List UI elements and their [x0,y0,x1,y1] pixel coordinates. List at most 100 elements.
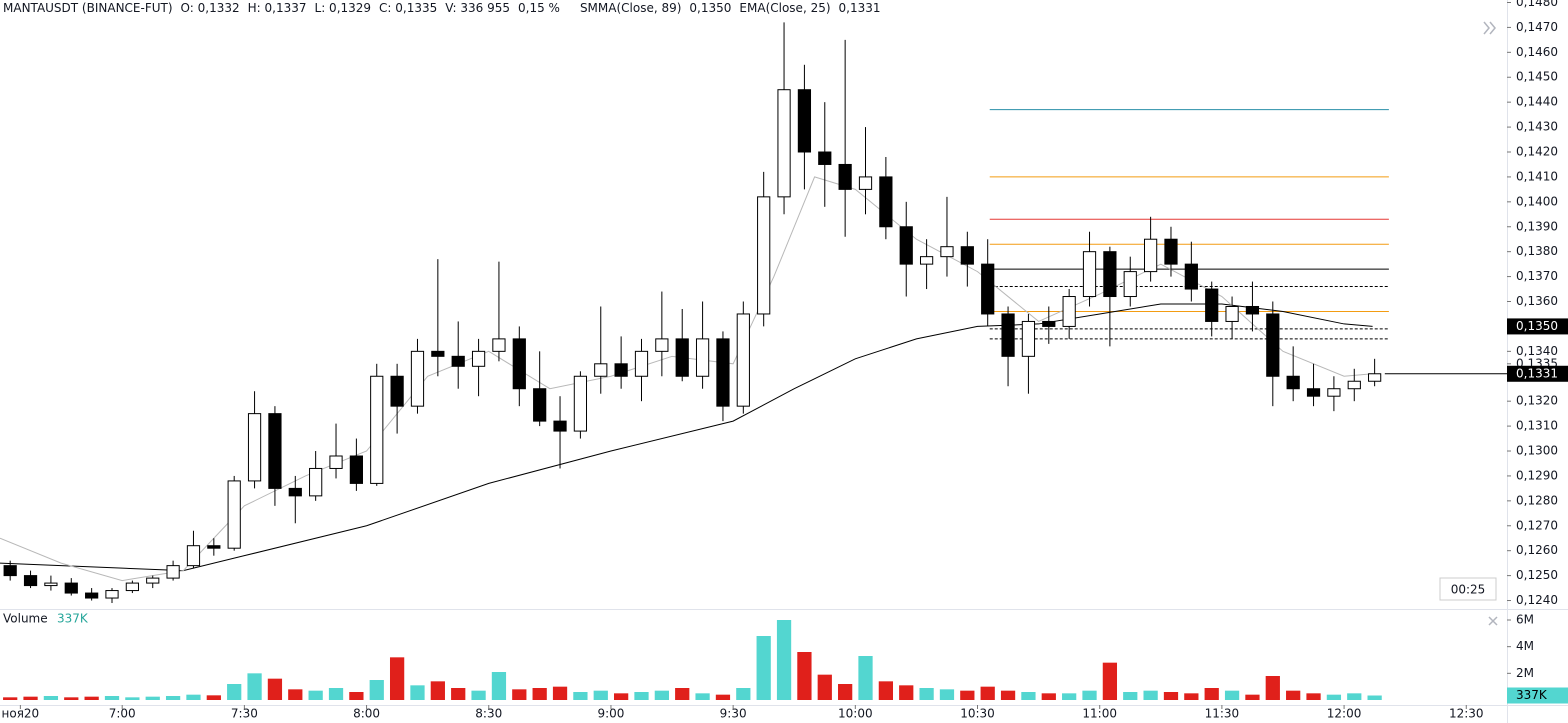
x-tick-label: ноя20 [2,707,40,721]
candle-body [85,592,99,599]
candle-body [1286,375,1300,390]
candle-body [736,313,750,407]
volume-bar [960,690,975,700]
y-tick-label: 0,1400 [1516,194,1558,208]
candle-body [3,565,17,577]
volume-bar [206,695,221,700]
volume-bar [573,692,588,700]
volume-bar [288,689,303,700]
candle-body [23,575,38,587]
candle-body [818,151,832,165]
volume-bar [919,688,934,700]
candle-body [553,420,567,432]
smma-price-label: 0,1350 [1516,319,1558,333]
volume-bar [1306,693,1321,700]
y-tick-label: 0,1340 [1516,344,1558,358]
y-tick-label: 0,1480 [1516,0,1558,9]
candle-body [390,375,404,407]
x-tick-label: 11:30 [1205,707,1240,721]
candle-body [919,256,934,265]
y-tick-label: 0,1390 [1516,219,1558,233]
y-tick-label: 0,1450 [1516,70,1558,84]
candle-body [166,565,180,579]
volume-bar [756,636,771,700]
x-tick-label: 7:30 [231,707,258,721]
volume-bar [878,681,893,700]
scroll-button[interactable] [1483,21,1496,35]
indicator-value: 0,1350 [689,1,732,15]
candle-body [1205,288,1219,322]
candle-body [247,413,262,482]
candle-body [634,350,649,377]
x-tick-label: 10:30 [960,707,995,721]
readout: V: 336 955 [445,1,510,15]
y-tick-label: 0,1250 [1516,568,1558,582]
x-tick-label: 12:00 [1327,707,1362,721]
y-tick-label: 0,1280 [1516,493,1558,507]
volume-bar [1204,688,1219,700]
indicator-name: SMMA(Close, 89) [579,1,682,15]
volume-bar [491,672,507,700]
volume-bar [23,696,38,700]
readout: C: 0,1335 [379,1,438,15]
x-tick-label: 8:00 [353,707,380,721]
volume-bar [1224,690,1240,700]
candle-body [838,163,852,190]
smma-price-label-box [1507,318,1568,335]
readout: O: 0,1332 [180,1,240,15]
volume-bar [451,688,466,700]
readout: H: 0,1337 [247,1,307,15]
volume-bar [1163,692,1179,700]
volume-bar [838,684,853,700]
candle-body [1082,251,1097,298]
last-price-label-box [1507,365,1568,382]
candle-body [1021,320,1036,357]
volume-bar [43,696,59,700]
candle-body [227,480,241,549]
candle-body [431,350,445,357]
volume-bar [736,688,751,700]
y-tick-label: 0,1470 [1516,20,1558,34]
volume-bar [776,620,792,700]
candle-body [1123,271,1137,298]
volume-bar [1000,690,1016,700]
volume-bar [1143,690,1158,700]
volume-bar [186,694,201,700]
candle-body [512,338,526,390]
candle-body [1164,238,1178,265]
volume-bar [614,693,629,700]
volume-bar [1082,690,1097,700]
volume-bar [634,692,649,700]
y-tick-label: 0,1360 [1516,294,1558,308]
volume-bar [410,685,425,700]
candle-body [675,338,689,377]
volume-tick-label: 4M [1516,639,1534,653]
candle-body [1144,238,1158,273]
candle-body [44,582,58,587]
candle-body [716,338,730,407]
candle-body [960,246,974,265]
last-price-label: 0,1331 [1516,366,1558,380]
candle-body [410,350,425,407]
symbol: MANTAUSDT (BINANCE-FUT) [3,1,173,15]
volume-bar [899,685,914,700]
y-tick-label: 0,1240 [1516,593,1558,607]
candle-body [125,582,139,592]
candle-body [573,375,588,432]
volume-bar [939,689,955,700]
candle-body [1327,388,1341,397]
candle-body [309,467,323,497]
candle-body [349,455,363,484]
candle-body [1184,263,1198,290]
y-tick-label: 0,1410 [1516,169,1558,183]
y-tick-label: 0,1270 [1516,518,1558,532]
volume-bar [104,696,120,700]
close-pane-button[interactable] [1488,616,1498,626]
candle-body [940,246,954,258]
candle-body [879,176,893,228]
volume-bar [267,678,283,700]
y-tick-label: 0,1310 [1516,419,1558,433]
countdown: 00:25 [1451,583,1486,597]
